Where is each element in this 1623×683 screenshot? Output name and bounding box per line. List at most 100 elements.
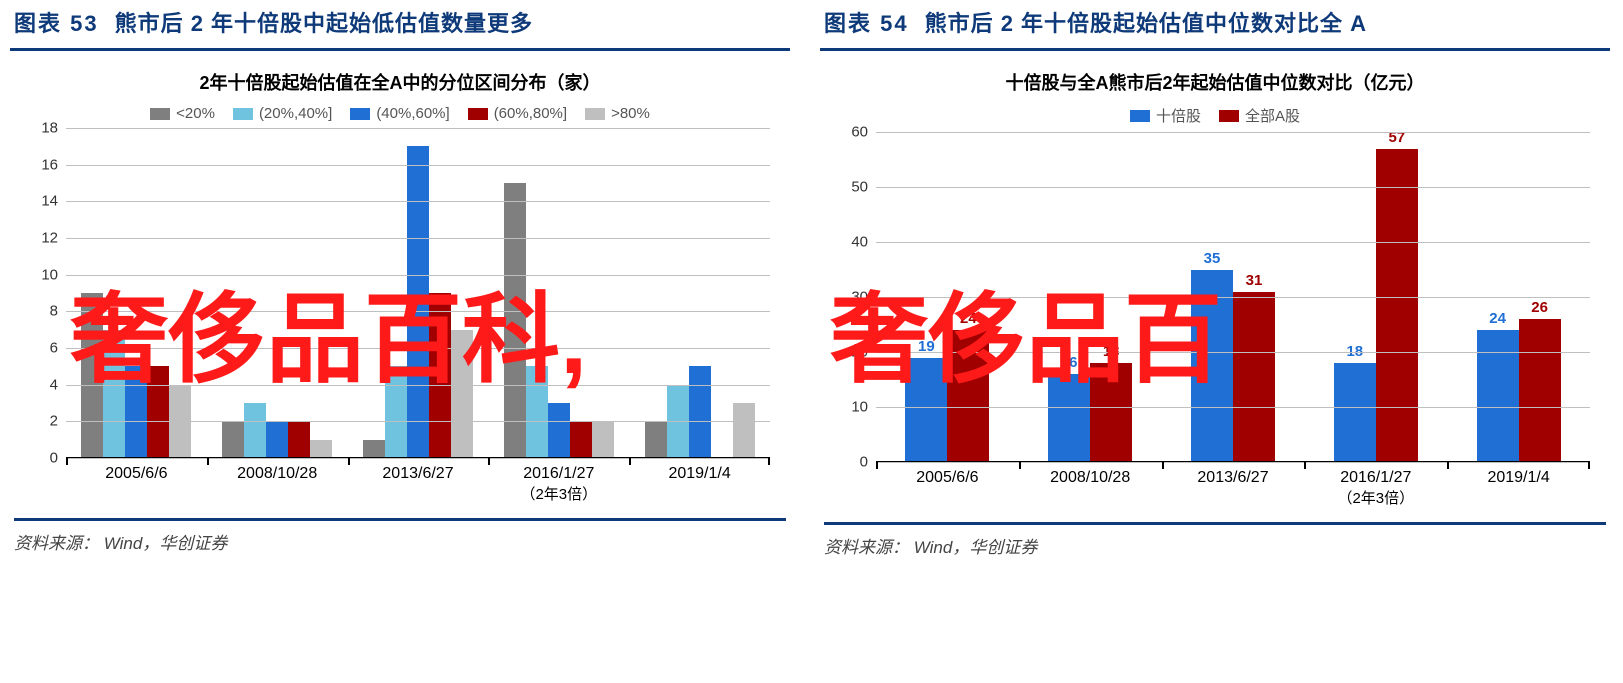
legend-label: >80% [611,105,650,122]
source-label: 资料来源： [824,538,909,557]
x-category-label: 2008/10/28 [237,458,317,485]
x-category-label: 2016/1/27（2年3倍） [1337,462,1414,510]
bar: 16 [1048,374,1090,462]
gridline [66,311,770,312]
y-tick-label: 40 [832,234,868,251]
bar [310,440,332,458]
x-tick [207,458,209,465]
x-tick [66,458,68,465]
source-line: 资料来源： Wind，华创证券 [14,518,786,554]
y-tick-label: 14 [22,193,58,210]
legend-item: (20%,40%] [233,105,332,122]
chart-title: 2年十倍股起始估值在全A中的分位区间分布（家） [10,69,790,95]
legend-swatch [233,108,253,120]
bar: 57 [1376,149,1418,463]
bar: 26 [1519,319,1561,462]
y-tick-label: 4 [22,376,58,393]
chart-plot-area: 19241618353118572426 01020304050602005/6… [876,132,1590,462]
y-tick-label: 50 [832,179,868,196]
bar [266,421,288,458]
bar [548,403,570,458]
gridline [876,242,1590,243]
x-tick [1304,462,1306,469]
y-tick-label: 0 [22,450,58,467]
source-label: 资料来源： [14,534,99,553]
chart-legend: 十倍股全部A股 [820,105,1610,126]
bar [526,366,548,458]
bar: 35 [1191,270,1233,463]
y-tick-label: 16 [22,156,58,173]
chart-plot-area: 0246810121416182005/6/62008/10/282013/6/… [66,128,770,458]
x-tick [1162,462,1164,469]
x-tick [876,462,878,469]
bar [429,293,451,458]
y-tick-label: 60 [832,124,868,141]
legend-item: (60%,80%] [468,105,567,122]
y-tick-label: 10 [832,399,868,416]
gridline [66,385,770,386]
bar [363,440,385,458]
y-tick-label: 2 [22,413,58,430]
gridline [876,132,1590,133]
legend-item: (40%,60%] [350,105,449,122]
bar [385,366,407,458]
legend-item: >80% [585,105,650,122]
source-text: Wind，华创证券 [104,534,228,553]
x-tick [488,458,490,465]
chart-panel-left: 图表 53 熊市后 2 年十倍股中起始低估值数量更多 2年十倍股起始估值在全A中… [10,0,790,683]
y-tick-label: 0 [832,454,868,471]
legend-swatch [1219,110,1239,122]
bar [81,293,103,458]
chart-title: 十倍股与全A熊市后2年起始估值中位数对比（亿元） [820,69,1610,95]
bar [504,183,526,458]
legend-swatch [150,108,170,120]
bar-value-label: 24 [960,310,977,327]
chart-panel-right: 图表 54 熊市后 2 年十倍股起始估值中位数对比全 A 十倍股与全A熊市后2年… [820,0,1610,683]
legend-swatch [585,108,605,120]
table-number: 图表 54 [824,6,909,38]
bar: 19 [905,358,947,463]
legend-swatch [350,108,370,120]
y-tick-label: 12 [22,230,58,247]
chart-bars [66,128,770,458]
bar [570,421,592,458]
x-tick [1588,462,1590,469]
bar [222,421,244,458]
panel-title-row: 图表 54 熊市后 2 年十倍股起始估值中位数对比全 A [820,0,1610,51]
gridline [66,165,770,166]
bar: 24 [947,330,989,462]
x-tick [348,458,350,465]
bar: 31 [1233,292,1275,463]
gridline [876,407,1590,408]
legend-item: <20% [150,105,215,122]
legend-label: 全部A股 [1245,105,1300,126]
y-tick-label: 8 [22,303,58,320]
bar-value-label: 16 [1061,354,1078,371]
gridline [66,348,770,349]
x-category-label: 2013/6/27 [1197,462,1268,489]
bar-value-label: 35 [1204,250,1221,267]
x-tick [1019,462,1021,469]
bar: 24 [1477,330,1519,462]
table-number: 图表 53 [14,6,99,38]
chart-legend: <20% (20%,40%] (40%,60%] (60%,80%] >80% [10,105,790,122]
bar [645,421,667,458]
bar: 18 [1334,363,1376,462]
y-tick-label: 30 [832,289,868,306]
x-category-label: 2008/10/28 [1050,462,1130,489]
bar [689,366,711,458]
legend-label: (60%,80%] [494,105,567,122]
bar [407,146,429,458]
panel-title-row: 图表 53 熊市后 2 年十倍股中起始低估值数量更多 [10,0,790,51]
gridline [66,238,770,239]
bar-value-label: 31 [1246,272,1263,289]
bar-value-label: 24 [1489,310,1506,327]
y-tick-label: 10 [22,266,58,283]
legend-label: <20% [176,105,215,122]
bar [288,421,310,458]
legend-item: 全部A股 [1219,105,1300,126]
y-tick-label: 18 [22,120,58,137]
gridline [66,421,770,422]
gridline [876,187,1590,188]
legend-swatch [1130,110,1150,122]
